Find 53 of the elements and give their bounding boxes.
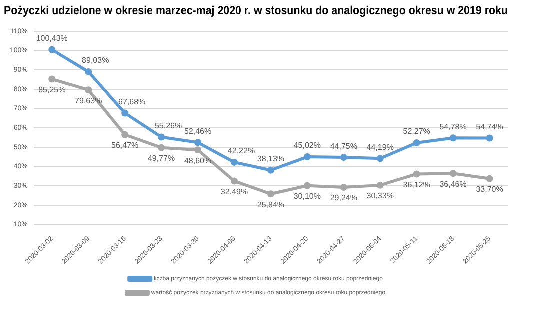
data-label: 36,12%	[403, 180, 430, 190]
point	[486, 175, 494, 182]
point	[194, 139, 202, 146]
data-label: 49,77%	[148, 154, 176, 164]
point	[413, 140, 420, 147]
point	[122, 131, 129, 138]
data-label: 42,22%	[228, 146, 256, 156]
point	[194, 146, 202, 154]
data-label: 25,84%	[257, 200, 285, 210]
data-label: 29,24%	[330, 194, 358, 203]
point	[413, 170, 420, 178]
data-label: 52,27%	[403, 127, 430, 136]
point	[85, 68, 92, 76]
point	[376, 155, 384, 162]
data-label: 85,25%	[38, 85, 66, 94]
point	[158, 134, 166, 141]
data-label: 44,19%	[366, 142, 394, 152]
data-label: 89,03%	[82, 56, 110, 66]
point	[230, 158, 238, 166]
data-label: 67,68%	[118, 97, 146, 106]
data-label: 38,13%	[257, 154, 285, 164]
point	[450, 134, 457, 142]
chart-title: Pożyczki udzielone w okresie marzec-maj 2020 r. w stosunku do analogicznego okresu w 2019 roku	[4, 5, 508, 18]
data-label: 52,46%	[184, 126, 212, 136]
data-label: 79,63%	[75, 96, 102, 106]
data-label: 56,47%	[112, 141, 139, 150]
data-label: 32,49%	[220, 187, 248, 196]
point	[340, 184, 348, 192]
point	[85, 86, 92, 94]
point	[48, 46, 56, 54]
data-label: 55,26%	[154, 121, 182, 130]
data-label: 54,74%	[476, 122, 504, 132]
point	[230, 178, 238, 185]
data-label: 36,46%	[440, 180, 467, 189]
point	[267, 190, 274, 198]
point	[340, 154, 348, 162]
point	[158, 144, 166, 152]
point	[267, 166, 274, 174]
point	[48, 76, 56, 83]
data-label: 45,02%	[294, 141, 321, 150]
point	[304, 154, 311, 161]
point	[304, 182, 311, 190]
data-label: 54,78%	[440, 122, 467, 132]
data-label: 30,10%	[294, 192, 321, 202]
point	[450, 170, 457, 178]
data-label: 48,60%	[184, 156, 212, 166]
data-label: 30,33%	[366, 192, 394, 201]
data-label: 100,43%	[36, 34, 68, 44]
point	[486, 134, 494, 142]
point	[122, 110, 129, 117]
data-label: 44,75%	[330, 142, 358, 151]
data-label: 33,70%	[476, 185, 504, 194]
point	[376, 182, 384, 189]
